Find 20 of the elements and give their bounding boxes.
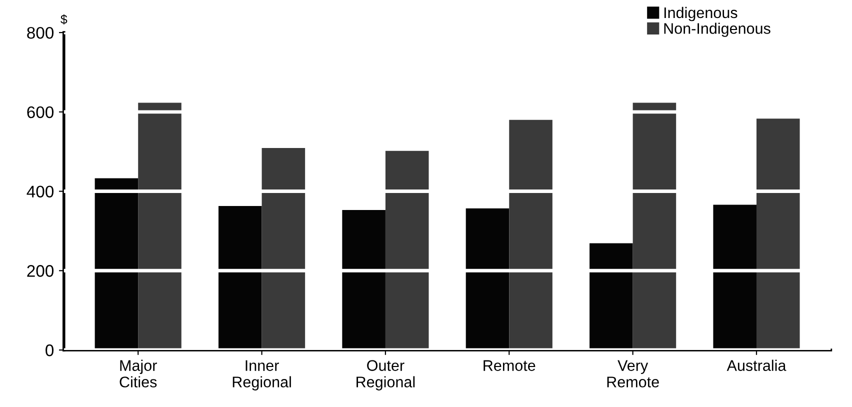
- bar: [756, 118, 800, 350]
- bar: [138, 102, 182, 350]
- y-axis-title: $: [60, 14, 68, 24]
- x-tick-label: Very Remote: [607, 360, 659, 388]
- legend-label: Indigenous: [664, 6, 738, 22]
- bar: [385, 150, 429, 350]
- x-tick-label: Outer Regional: [356, 360, 415, 390]
- y-tick-label: 800: [27, 26, 54, 39]
- x-tick-label: Australia: [726, 360, 786, 371]
- y-tick-label: 400: [26, 186, 54, 198]
- bar: [509, 120, 552, 350]
- x-tick-label: Inner Regional: [232, 360, 291, 390]
- y-tick-label: 600: [27, 106, 54, 118]
- y-tick-label: 0: [46, 344, 54, 356]
- x-tick-label: Remote: [484, 360, 536, 371]
- y-tick-label: 200: [27, 265, 54, 277]
- x-tick-label: Major Cities: [120, 360, 157, 388]
- bar: [262, 148, 306, 350]
- bar: [632, 102, 676, 350]
- legend-label: Non-Indigenous: [664, 22, 770, 37]
